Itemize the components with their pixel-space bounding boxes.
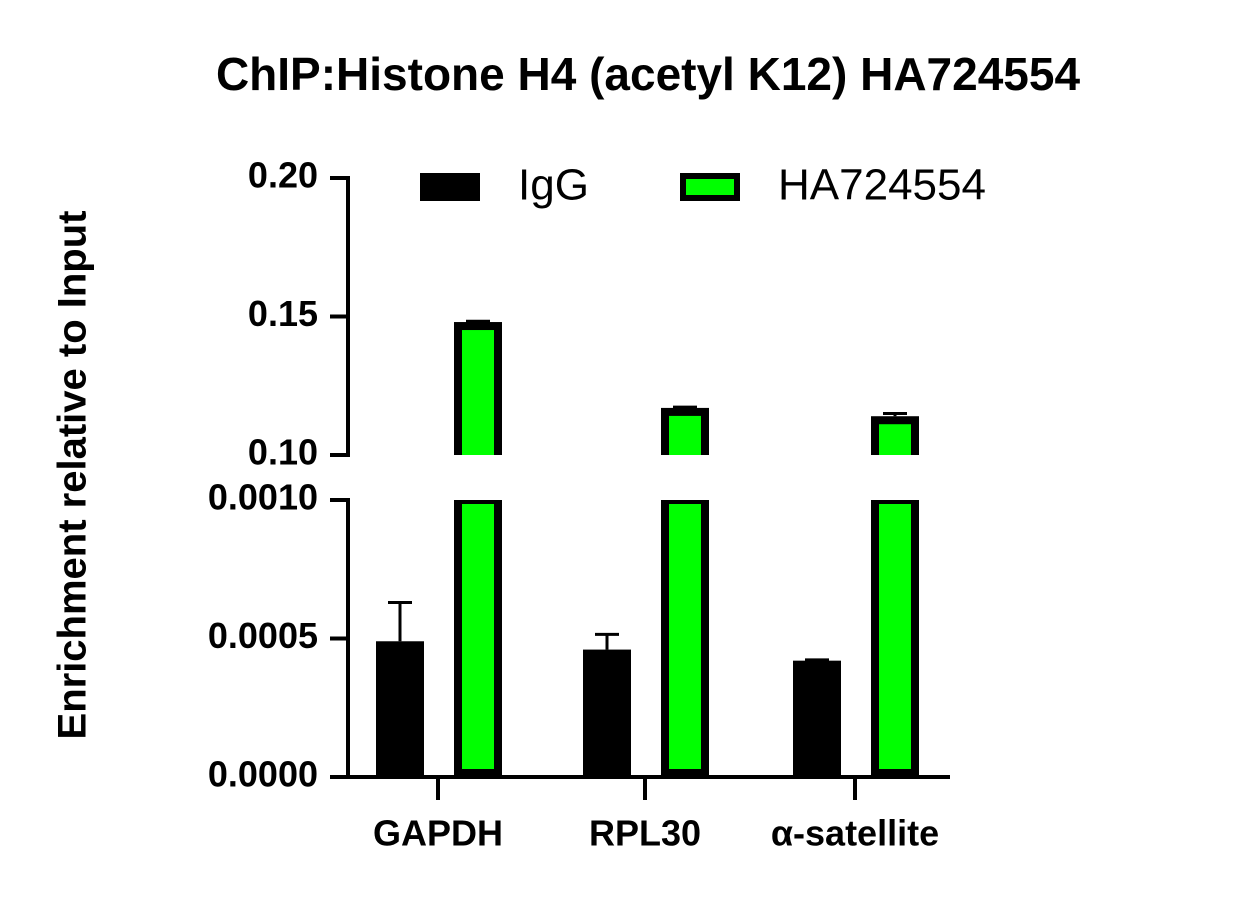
y-tick-label: 0.15: [248, 293, 318, 334]
y-tick-label: 0.20: [248, 155, 318, 196]
y-axis-label: Enrichment relative to Input: [51, 211, 95, 740]
x-tick-label: GAPDH: [373, 813, 503, 854]
legend-label: HA724554: [778, 161, 986, 210]
x-tick-label: α-satellite: [771, 813, 939, 854]
legend-label: IgG: [518, 161, 589, 210]
y-tick-label: 0.0000: [208, 754, 318, 795]
y-tick-label: 0.10: [248, 432, 318, 473]
legend-swatch: [680, 173, 740, 201]
bar: [454, 496, 502, 777]
break-gap: [452, 455, 504, 500]
break-gap: [869, 455, 921, 500]
y-tick-label: 0.0005: [208, 615, 318, 656]
break-gap: [659, 455, 711, 500]
bar: [871, 496, 919, 777]
bar-upper: [871, 416, 919, 463]
x-tick-label: RPL30: [589, 813, 701, 854]
bar: [661, 496, 709, 777]
bar-upper: [454, 322, 502, 464]
bar: [793, 660, 841, 777]
y-tick-label: 0.0010: [208, 477, 318, 518]
legend-swatch: [420, 173, 480, 201]
bar: [583, 649, 631, 777]
chart-title: ChIP:Histone H4 (acetyl K12) HA724554: [216, 48, 1081, 100]
bar: [376, 641, 424, 777]
bar-upper: [661, 407, 709, 464]
